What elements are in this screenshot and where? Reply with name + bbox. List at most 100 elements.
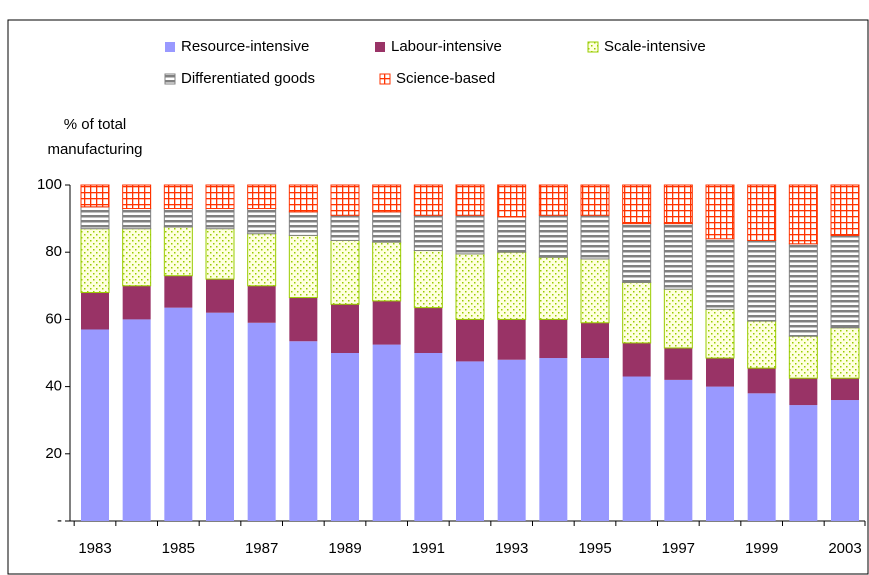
bar-segment bbox=[413, 250, 443, 309]
y-tick-label: - bbox=[57, 512, 62, 529]
bar-segment bbox=[622, 376, 651, 521]
bar-segment bbox=[455, 253, 485, 320]
bar-segment bbox=[747, 184, 777, 241]
bar-segment bbox=[497, 184, 527, 218]
bar-segment bbox=[163, 226, 193, 277]
bar-segment bbox=[663, 288, 693, 349]
legend-swatch bbox=[164, 73, 176, 85]
bar-segment bbox=[456, 361, 484, 521]
legend-label: Science-based bbox=[396, 70, 495, 87]
bar-segment bbox=[539, 319, 568, 359]
x-tick-label: 1987 bbox=[245, 540, 278, 557]
bar-segment bbox=[413, 184, 443, 216]
bar-segment bbox=[747, 393, 776, 521]
bar-segment bbox=[122, 319, 151, 521]
bar-segment bbox=[247, 322, 276, 521]
bar-segment bbox=[122, 228, 152, 287]
y-tick-label: 40 bbox=[45, 378, 62, 395]
bar-segment bbox=[747, 239, 777, 322]
bar-segment bbox=[81, 329, 109, 521]
bar-segment bbox=[414, 353, 443, 521]
bar-segment bbox=[538, 214, 568, 258]
y-tick-label: 80 bbox=[45, 243, 62, 260]
bar-segment bbox=[622, 184, 652, 225]
bar-segment bbox=[664, 379, 693, 521]
bar-segment bbox=[247, 285, 276, 323]
bar-segment bbox=[80, 206, 110, 230]
bar-segment bbox=[581, 358, 609, 521]
bar-segment bbox=[372, 300, 401, 345]
bar-segment bbox=[205, 208, 235, 230]
bar-segment bbox=[497, 319, 526, 360]
x-tick-label: 1983 bbox=[78, 540, 111, 557]
y-tick-label: 100 bbox=[37, 176, 62, 193]
bar-segment bbox=[538, 184, 568, 216]
bar-segment bbox=[372, 211, 402, 243]
bar-segment bbox=[789, 405, 818, 521]
bar-segment bbox=[122, 184, 152, 210]
bar-segment bbox=[580, 184, 610, 216]
bar-segment bbox=[456, 319, 484, 362]
bar-segment bbox=[788, 243, 818, 337]
x-tick-label: 1999 bbox=[745, 540, 778, 557]
bar-segment bbox=[705, 184, 735, 240]
legend-swatch bbox=[379, 73, 391, 85]
bar-segment bbox=[122, 208, 152, 230]
bar-segment bbox=[747, 368, 776, 394]
bar-segment bbox=[206, 312, 234, 521]
bar-segment bbox=[455, 214, 485, 255]
x-tick-label: 1995 bbox=[578, 540, 611, 557]
bar-segment bbox=[622, 281, 652, 344]
bar-segment bbox=[80, 228, 110, 294]
x-tick-label: 1993 bbox=[495, 540, 528, 557]
bar-segment bbox=[705, 238, 735, 310]
bar-segment bbox=[288, 184, 318, 213]
bar-segment bbox=[706, 358, 734, 387]
x-tick-label: 1985 bbox=[162, 540, 195, 557]
bar-segment bbox=[706, 386, 734, 521]
bar-segment bbox=[580, 258, 610, 324]
legend-swatch bbox=[165, 42, 175, 52]
bar-segment bbox=[830, 184, 860, 236]
bar-segment bbox=[580, 214, 610, 260]
bar-segment bbox=[163, 184, 193, 210]
bar-segment bbox=[413, 214, 443, 252]
bar-segment bbox=[622, 223, 652, 283]
bar-segment bbox=[788, 184, 818, 245]
bar-segment bbox=[747, 320, 777, 369]
bar-segment bbox=[372, 241, 402, 302]
bar-segment bbox=[122, 285, 151, 320]
bar-segment bbox=[831, 400, 859, 521]
bar-segment bbox=[664, 347, 693, 380]
bar-segment bbox=[372, 344, 401, 521]
bar-segment bbox=[831, 378, 859, 401]
bar-segment bbox=[538, 256, 568, 320]
bar-segment bbox=[164, 275, 193, 308]
bar-segment bbox=[163, 208, 193, 228]
bar-segment bbox=[206, 279, 234, 313]
bar-segment bbox=[497, 216, 527, 253]
bar-segment bbox=[289, 297, 318, 342]
bar-segment bbox=[705, 308, 735, 359]
legend-label: Labour-intensive bbox=[391, 38, 502, 55]
bar-segment bbox=[372, 184, 402, 213]
legend-label: Scale-intensive bbox=[604, 38, 706, 55]
bar-segment bbox=[81, 292, 109, 330]
bar-segment bbox=[789, 378, 818, 406]
bar-segment bbox=[455, 184, 485, 216]
bar-segment bbox=[663, 184, 693, 225]
bar-segment bbox=[663, 223, 693, 290]
bar-segment bbox=[539, 358, 568, 521]
bar-segment bbox=[205, 228, 235, 280]
bar-segment bbox=[331, 304, 359, 353]
x-tick-label: 1991 bbox=[412, 540, 445, 557]
y-tick-label: 60 bbox=[45, 310, 62, 327]
bar-segment bbox=[581, 322, 609, 359]
bar-segment bbox=[788, 335, 818, 379]
y-axis-label: manufacturing bbox=[47, 141, 142, 158]
y-tick-label: 20 bbox=[45, 445, 62, 462]
bar-segment bbox=[830, 234, 860, 329]
bar-segment bbox=[330, 239, 360, 305]
bar-segment bbox=[288, 211, 318, 236]
